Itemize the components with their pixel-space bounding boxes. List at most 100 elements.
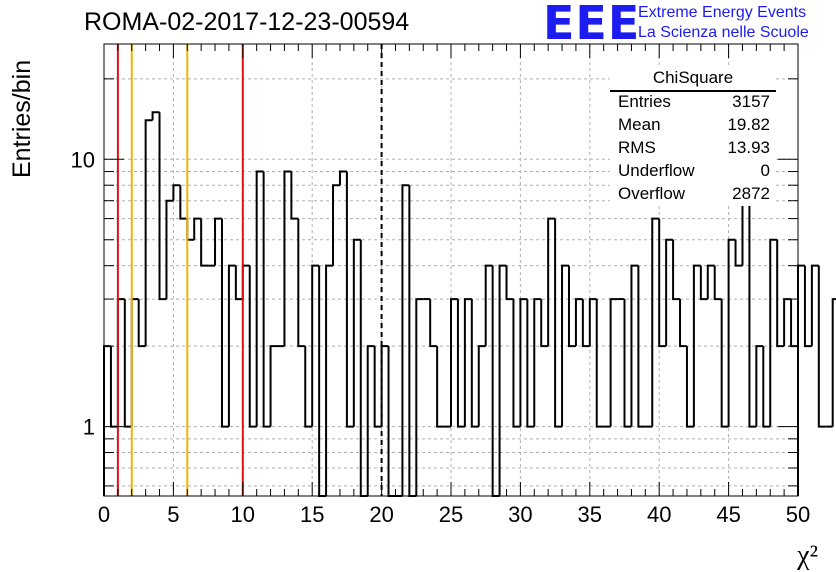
histogram-bin <box>756 346 763 426</box>
histogram-bin <box>798 266 805 346</box>
histogram-bin <box>805 266 812 346</box>
histogram-bin <box>791 299 798 346</box>
y-tick-label: 1 <box>83 415 95 440</box>
histogram-bin <box>146 120 153 346</box>
histogram-bin <box>153 112 160 120</box>
histogram-bin <box>222 219 229 427</box>
histogram-bin <box>166 201 173 299</box>
histogram-bin <box>569 266 576 346</box>
histogram-bin <box>749 185 756 426</box>
histogram-bin <box>680 299 687 346</box>
histogram-bin <box>180 185 187 218</box>
histogram-bin <box>555 219 562 427</box>
stat-row-rms: RMS 13.93 <box>618 138 770 160</box>
stat-value: 19.82 <box>727 115 770 135</box>
stat-label: Underflow <box>618 161 695 181</box>
y-axis-label: Entries/bin <box>8 60 36 178</box>
histogram-bin <box>701 266 708 299</box>
histogram-bin <box>173 185 180 201</box>
histogram-bin <box>368 346 375 496</box>
histogram-bin <box>597 299 604 427</box>
histogram-bin <box>500 266 507 496</box>
histogram-bin <box>729 240 736 427</box>
y-tick-labels: 1 10 <box>71 147 95 439</box>
histogram-bin <box>715 266 722 299</box>
histogram-bin <box>722 299 729 427</box>
histogram-bin <box>118 299 125 427</box>
histogram-bin <box>458 299 465 427</box>
histogram-bin <box>284 172 291 347</box>
histogram-bin <box>666 240 673 346</box>
stat-value: 3157 <box>732 92 770 112</box>
stat-row-entries: Entries 3157 <box>618 92 770 114</box>
histogram-bin <box>104 346 111 496</box>
run-title: ROMA-02-2017-12-23-00594 <box>84 8 409 37</box>
histogram-bin <box>541 299 548 346</box>
histogram-bin <box>430 299 437 346</box>
histogram-bin <box>305 346 312 426</box>
x-tick-label: 35 <box>578 502 602 527</box>
y-tick-label: 10 <box>71 147 95 172</box>
histogram-bin <box>402 185 409 496</box>
histogram-bin <box>520 299 527 427</box>
histogram-bin <box>770 240 777 427</box>
histogram-bin <box>548 219 555 347</box>
histogram-bin <box>319 266 326 496</box>
histogram-bin <box>125 299 132 427</box>
stat-row-underflow: Underflow 0 <box>618 161 770 183</box>
histogram-bin <box>576 299 583 346</box>
histogram-bin <box>354 240 361 427</box>
histogram-bin <box>409 185 416 496</box>
histogram-bin <box>736 240 743 266</box>
x-tick-labels: 0 5 10 15 20 25 30 35 40 45 50 <box>98 502 810 527</box>
stat-label: Overflow <box>618 184 685 204</box>
stat-value: 2872 <box>732 184 770 204</box>
x-tick-label: 40 <box>647 502 671 527</box>
stat-row-mean: Mean 19.82 <box>618 115 770 137</box>
x-tick-label: 25 <box>439 502 463 527</box>
histogram-bin <box>333 185 340 265</box>
histogram-bin <box>652 219 659 427</box>
logo-tagline-2: La Scienza nelle Scuole <box>638 24 809 42</box>
histogram-bin <box>243 266 250 299</box>
histogram-bin <box>215 219 222 266</box>
histogram-bin <box>194 219 201 240</box>
histogram-bin <box>659 219 666 347</box>
histogram-bin <box>625 299 632 427</box>
x-axis-label: χ² <box>796 540 818 571</box>
histogram-bin <box>187 219 194 240</box>
stat-label: Mean <box>618 115 661 135</box>
histogram-bin <box>486 266 493 346</box>
histogram-bin <box>326 266 333 496</box>
histogram-bin <box>763 346 770 426</box>
histogram-bin <box>465 299 472 427</box>
histogram-bin <box>673 240 680 299</box>
histogram-bin <box>812 266 819 346</box>
histogram-bin <box>507 266 514 299</box>
histogram-bin <box>527 299 534 427</box>
histogram-bin <box>784 299 791 346</box>
histogram-bin <box>590 299 597 346</box>
histogram-bin <box>583 299 590 346</box>
stat-label: RMS <box>618 138 656 158</box>
eee-logo: EEE <box>543 0 640 46</box>
x-tick-label: 50 <box>786 502 810 527</box>
histogram-bin <box>819 266 826 427</box>
histogram-bin <box>201 219 208 266</box>
histogram-bin <box>611 299 618 427</box>
histogram-bin <box>479 346 486 426</box>
histogram-bin <box>291 172 298 219</box>
x-tick-label: 0 <box>98 502 110 527</box>
histogram-bin <box>708 266 715 299</box>
histogram-bin <box>271 346 278 426</box>
histogram-bin <box>687 346 694 426</box>
histogram-bin <box>472 299 479 427</box>
histogram-bin <box>139 299 146 346</box>
stat-label: Entries <box>618 92 671 112</box>
histogram-bin <box>132 299 139 427</box>
histogram-bin <box>382 346 389 426</box>
histogram-bin <box>493 266 500 496</box>
x-tick-label: 15 <box>300 502 324 527</box>
x-tick-label: 45 <box>716 502 740 527</box>
x-tick-label: 30 <box>508 502 532 527</box>
